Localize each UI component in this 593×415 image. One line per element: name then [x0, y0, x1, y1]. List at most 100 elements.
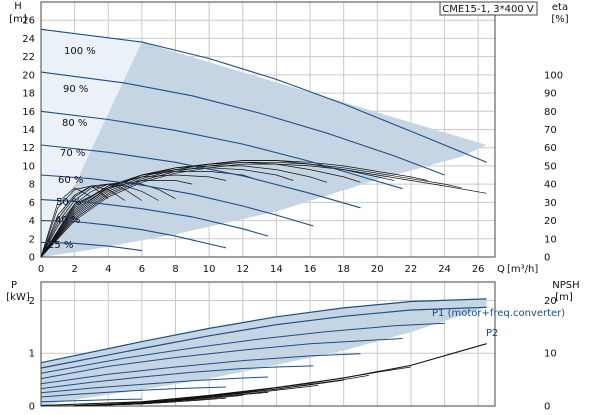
chart-title-box — [439, 1, 538, 16]
npsh-curve-segment — [57, 403, 142, 407]
y-tick-label: 6 — [29, 198, 35, 209]
pump-curve — [40, 241, 142, 252]
npsh-axis-name: NPSH — [552, 280, 579, 291]
efficiency-curve — [40, 185, 109, 258]
x-tick-label: 14 — [270, 264, 283, 275]
pump-curve — [40, 220, 227, 249]
y2-axis-unit: [%] — [551, 14, 568, 25]
pump-curve — [40, 174, 314, 227]
efficiency-curve — [40, 185, 126, 258]
speed-label: 50 % — [56, 197, 81, 208]
y2-tick-label: 50 — [544, 161, 557, 172]
speed-label: 60 % — [58, 175, 83, 186]
y-tick-label: 8 — [29, 180, 35, 191]
speed-label: 100 % — [64, 46, 96, 57]
efficiency-curve — [40, 165, 328, 258]
x-tick-label: 12 — [236, 264, 249, 275]
power-curve-main — [40, 298, 487, 364]
operating-region-highlight — [41, 29, 142, 258]
x-tick-label: 2 — [71, 264, 77, 275]
y-tick-label: 4 — [29, 216, 35, 227]
y-tick-label: 24 — [22, 34, 35, 45]
efficiency-curve — [40, 174, 227, 258]
power-curve — [40, 386, 227, 398]
p-tick-label: 2 — [29, 296, 35, 307]
power-region — [41, 298, 487, 406]
power-curve — [40, 338, 403, 380]
npsh-tick-label: 0 — [544, 402, 550, 413]
power-curve — [40, 398, 142, 403]
y-tick-label: 18 — [22, 89, 35, 100]
bottom-plot-frame — [40, 281, 496, 407]
y2-tick-label: 30 — [544, 198, 557, 209]
power-curve — [40, 353, 361, 385]
npsh-curve — [40, 343, 487, 407]
y2-tick-label: 0 — [544, 253, 550, 264]
pump-curve — [40, 110, 403, 190]
series-label-p1: P1 (motor+freq.converter) — [432, 308, 565, 319]
speed-label: 25 % — [48, 240, 73, 251]
y-tick-label: 14 — [22, 125, 35, 136]
x-tick-label: 22 — [405, 264, 418, 275]
efficiency-curve — [40, 180, 193, 258]
x-tick-label: 18 — [337, 264, 350, 275]
y-axis-name: H — [14, 1, 22, 12]
top-plot-frame — [40, 1, 496, 258]
p-axis-unit: [kW] — [6, 292, 30, 303]
y2-tick-label: 80 — [544, 107, 557, 118]
x-tick-label: 4 — [105, 264, 111, 275]
operating-region — [41, 29, 487, 257]
x-axis-name: Q — [497, 264, 505, 275]
pump-curve — [40, 71, 445, 176]
x-tick-label: 20 — [371, 264, 384, 275]
speed-label: 80 % — [62, 118, 87, 129]
y2-tick-label: 60 — [544, 143, 557, 154]
power-curve — [40, 365, 314, 390]
pump-curve — [40, 199, 269, 237]
y2-tick-label: 90 — [544, 89, 557, 100]
y2-tick-label: 20 — [544, 216, 557, 227]
speed-label: 40 % — [55, 215, 80, 226]
speed-label: 90 % — [63, 84, 88, 95]
y2-axis-name: eta — [552, 2, 568, 13]
y-tick-label: 10 — [22, 161, 35, 172]
pump-curve — [40, 28, 487, 163]
speed-label: 70 % — [60, 148, 85, 159]
efficiency-curve — [40, 187, 92, 258]
p-tick-label: 1 — [29, 349, 35, 360]
x-tick-label: 16 — [304, 264, 317, 275]
y-tick-label: 16 — [22, 107, 35, 118]
y-axis-unit: [m] — [9, 14, 27, 25]
p-tick-label: 0 — [29, 402, 35, 413]
y-tick-label: 0 — [29, 253, 35, 264]
chart-title: CME15-1, 3*400 V — [442, 4, 534, 15]
power-curve — [40, 322, 445, 374]
y-tick-label: 26 — [22, 16, 35, 27]
efficiency-curve — [40, 160, 395, 258]
efficiency-curve — [40, 161, 361, 258]
npsh-tick-label: 20 — [544, 296, 557, 307]
power-curve-main — [40, 306, 487, 369]
x-tick-label: 8 — [172, 264, 178, 275]
y-tick-label: 22 — [22, 52, 35, 63]
x-tick-label: 24 — [438, 264, 451, 275]
power-curve — [40, 376, 269, 394]
y2-tick-label: 70 — [544, 125, 557, 136]
x-tick-label: 10 — [203, 264, 216, 275]
x-axis-unit: [m³/h] — [507, 264, 538, 275]
x-tick-label: 26 — [472, 264, 485, 275]
y2-tick-label: 10 — [544, 234, 557, 245]
y-tick-label: 20 — [22, 70, 35, 81]
pump-curve — [40, 144, 361, 209]
y-tick-label: 2 — [29, 234, 35, 245]
y2-tick-label: 40 — [544, 180, 557, 191]
npsh-axis-unit: [m] — [555, 292, 573, 303]
x-tick-label: 6 — [139, 264, 145, 275]
x-tick-label: 0 — [38, 264, 44, 275]
efficiency-curve — [40, 183, 159, 258]
efficiency-curve — [40, 163, 487, 258]
efficiency-curve — [40, 161, 462, 258]
p-axis-name: P — [11, 280, 17, 291]
series-label-p2: P2 — [486, 328, 498, 339]
